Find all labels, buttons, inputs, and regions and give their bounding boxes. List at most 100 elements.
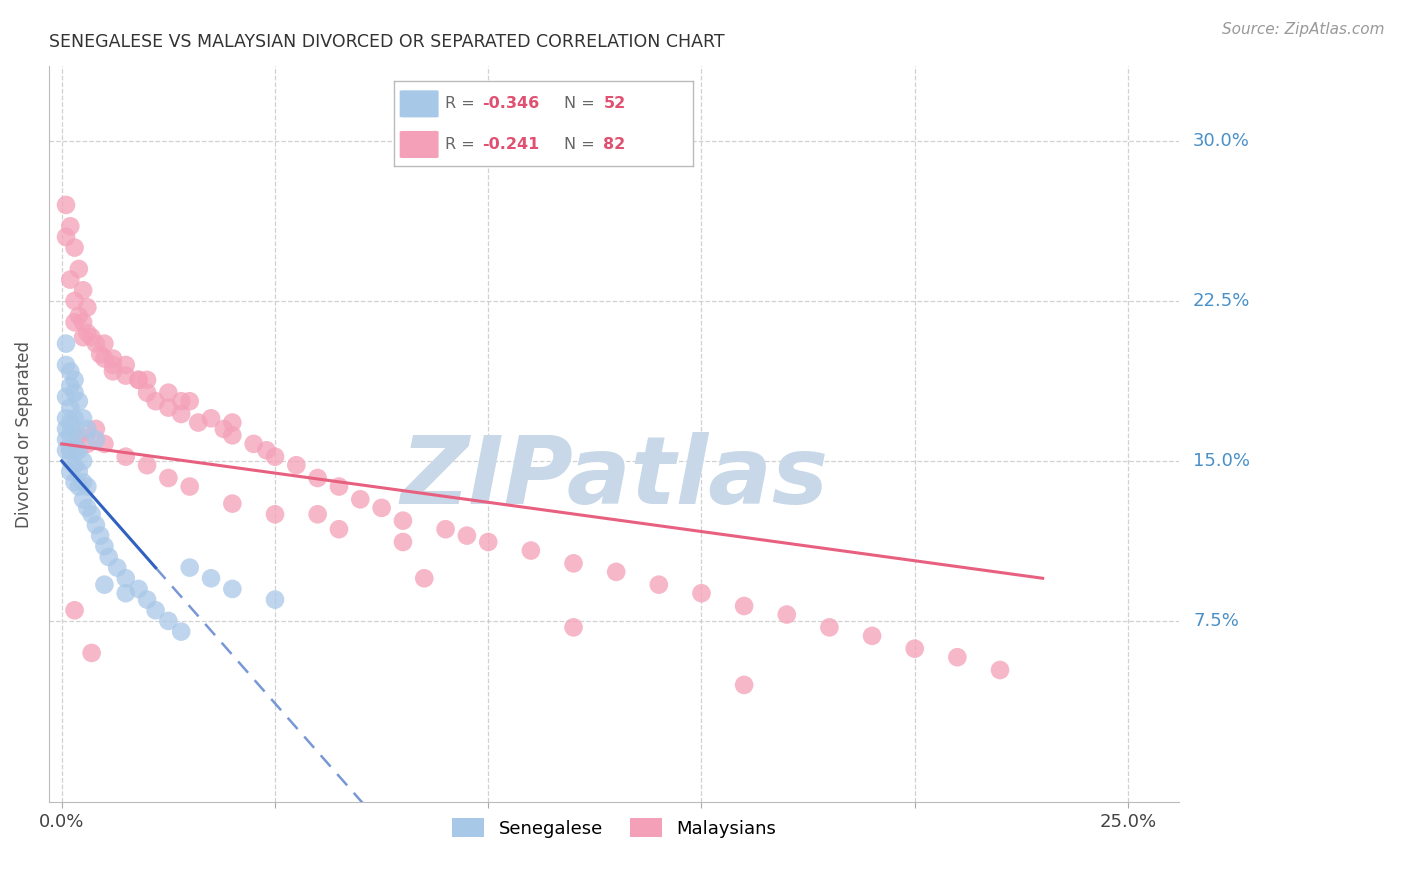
Point	[72, 454, 94, 468]
Point	[59, 416, 82, 430]
Point	[89, 528, 111, 542]
Point	[860, 629, 883, 643]
Point	[605, 565, 627, 579]
Point	[63, 241, 86, 255]
Text: 30.0%: 30.0%	[1194, 132, 1250, 150]
Point	[114, 358, 136, 372]
Point	[242, 437, 264, 451]
Point	[76, 500, 98, 515]
Point	[80, 646, 103, 660]
Point	[413, 571, 436, 585]
Point	[328, 479, 350, 493]
Point	[67, 428, 90, 442]
Point	[76, 437, 98, 451]
Point	[136, 592, 159, 607]
Point	[55, 422, 77, 436]
Point	[157, 401, 180, 415]
Point	[55, 390, 77, 404]
Point	[285, 458, 308, 473]
Point	[59, 454, 82, 468]
Point	[55, 230, 77, 244]
Point	[63, 293, 86, 308]
Point	[76, 301, 98, 315]
Point	[101, 351, 124, 366]
Point	[392, 514, 415, 528]
Point	[101, 364, 124, 378]
Point	[562, 557, 585, 571]
Point	[264, 592, 287, 607]
Point	[55, 443, 77, 458]
Point	[170, 407, 193, 421]
Point	[136, 458, 159, 473]
Point	[170, 394, 193, 409]
Text: 22.5%: 22.5%	[1194, 292, 1250, 310]
Point	[72, 283, 94, 297]
Point	[63, 428, 86, 442]
Point	[67, 309, 90, 323]
Point	[434, 522, 457, 536]
Point	[93, 577, 115, 591]
Point	[63, 411, 86, 425]
Point	[776, 607, 799, 622]
Point	[63, 443, 86, 458]
Point	[93, 351, 115, 366]
Point	[89, 347, 111, 361]
Point	[307, 508, 329, 522]
Point	[307, 471, 329, 485]
Legend: Senegalese, Malaysians: Senegalese, Malaysians	[444, 811, 783, 845]
Point	[59, 465, 82, 479]
Point	[114, 450, 136, 464]
Point	[80, 330, 103, 344]
Point	[55, 411, 77, 425]
Point	[84, 422, 107, 436]
Point	[221, 497, 243, 511]
Text: 15.0%: 15.0%	[1194, 452, 1250, 470]
Point	[179, 479, 201, 493]
Point	[67, 465, 90, 479]
Point	[221, 416, 243, 430]
Point	[63, 373, 86, 387]
Point	[84, 517, 107, 532]
Point	[63, 603, 86, 617]
Text: SENEGALESE VS MALAYSIAN DIVORCED OR SEPARATED CORRELATION CHART: SENEGALESE VS MALAYSIAN DIVORCED OR SEPA…	[49, 33, 724, 51]
Point	[256, 443, 278, 458]
Y-axis label: Divorced or Separated: Divorced or Separated	[15, 341, 32, 528]
Point	[72, 475, 94, 490]
Point	[63, 385, 86, 400]
Point	[114, 368, 136, 383]
Point	[477, 535, 499, 549]
Point	[101, 358, 124, 372]
Point	[67, 479, 90, 493]
Point	[72, 315, 94, 329]
Point	[72, 492, 94, 507]
Point	[988, 663, 1011, 677]
Point	[128, 582, 150, 596]
Point	[67, 443, 90, 458]
Point	[157, 385, 180, 400]
Point	[157, 614, 180, 628]
Point	[648, 577, 671, 591]
Point	[145, 603, 167, 617]
Point	[128, 373, 150, 387]
Point	[946, 650, 969, 665]
Point	[59, 428, 82, 442]
Point	[264, 508, 287, 522]
Point	[128, 373, 150, 387]
Point	[59, 443, 82, 458]
Point	[370, 500, 392, 515]
Point	[349, 492, 371, 507]
Point	[221, 428, 243, 442]
Point	[59, 379, 82, 393]
Point	[59, 364, 82, 378]
Point	[63, 458, 86, 473]
Point	[55, 198, 77, 212]
Point	[187, 416, 209, 430]
Point	[84, 336, 107, 351]
Point	[145, 394, 167, 409]
Point	[55, 336, 77, 351]
Text: ZIPatlas: ZIPatlas	[399, 433, 828, 524]
Point	[59, 219, 82, 234]
Point	[67, 262, 90, 277]
Point	[212, 422, 235, 436]
Point	[690, 586, 713, 600]
